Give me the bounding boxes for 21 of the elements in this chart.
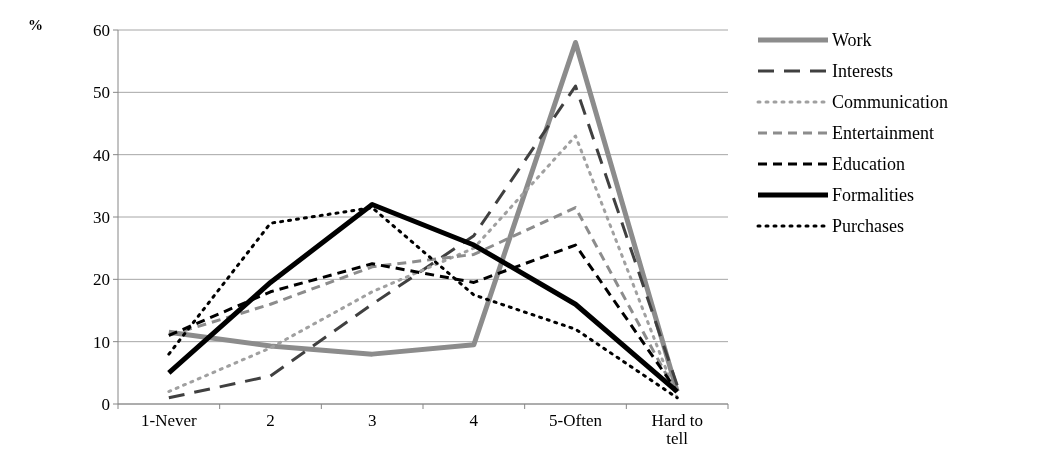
y-tick-label: 10 xyxy=(93,332,110,352)
x-tick-label: Hard to tell xyxy=(651,411,703,448)
y-tick-label: 60 xyxy=(93,20,110,40)
x-tick-label: 3 xyxy=(367,411,377,430)
legend-label: Entertainment xyxy=(832,123,934,144)
y-tick-label: 30 xyxy=(93,207,110,227)
x-tick-label: 2 xyxy=(266,411,275,430)
legend-label: Education xyxy=(832,154,905,175)
x-tick-label: 4 xyxy=(469,411,479,430)
y-tick-label: 20 xyxy=(93,270,110,290)
y-tick-label: 40 xyxy=(93,145,110,165)
y-tick-label: 50 xyxy=(93,83,110,103)
x-tick-label: 1-Never xyxy=(140,411,198,430)
legend-label: Communication xyxy=(832,92,948,113)
legend-label: Work xyxy=(832,30,872,51)
x-tick-label: 5-Often xyxy=(549,411,603,430)
y-tick-label: 0 xyxy=(101,394,110,414)
y-axis-title: % xyxy=(28,17,43,33)
legend-label: Interests xyxy=(832,61,893,82)
legend-label: Formalities xyxy=(832,185,914,206)
legend-label: Purchases xyxy=(832,216,904,237)
